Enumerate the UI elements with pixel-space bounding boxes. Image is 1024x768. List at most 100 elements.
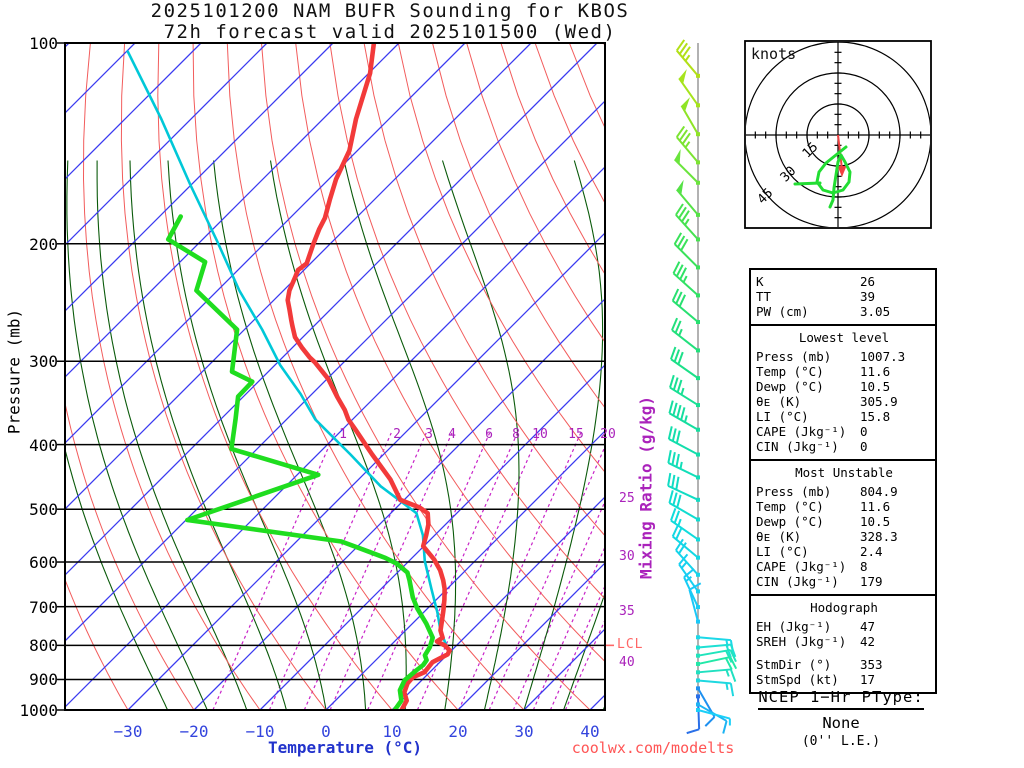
plot-frame (64, 42, 606, 711)
mixing-ratio-labels: 1 2 3 4 6 8 10 15 20 25 30 35 40 (339, 427, 635, 670)
mixing-ratio-label: 2 (393, 427, 401, 442)
wind-barb (675, 39, 700, 78)
table-row-label: K (756, 274, 764, 289)
table-row: StmSpd (kt) 17 (756, 672, 932, 687)
table-row-label: LI (°C) (756, 409, 809, 424)
table-row-value: 10.5 (860, 514, 891, 529)
wind-barb (676, 179, 700, 217)
table-row: Press (mb) 804.9 (756, 484, 932, 499)
table-row-label: Dewp (°C) (756, 379, 824, 394)
table-row: CIN (Jkg⁻¹) 179 (756, 574, 932, 589)
table-row-label: Press (mb) (756, 484, 832, 499)
table-row-value: 11.6 (860, 499, 891, 514)
pressure-tick-label: 900 (29, 670, 58, 690)
table-row: θᴇ (K) 328.3 (756, 529, 932, 544)
dry-adiabats (65, 43, 605, 710)
wind-barb (667, 472, 700, 502)
wind-barb (696, 678, 735, 697)
table-row-label: EH (Jkg⁻¹) (756, 619, 832, 634)
table-row: PW (cm) 3.05 (756, 304, 932, 319)
table-row-value: 0 (860, 424, 868, 439)
mixing-ratio-label: 6 (485, 427, 493, 442)
table-row: LI (°C) 2.4 (756, 544, 932, 559)
wind-barb (675, 538, 700, 577)
table-row: Dewp (°C) 10.5 (756, 379, 932, 394)
table-row: CAPE (Jkg⁻¹) 0 (756, 424, 932, 439)
table-section: K 26 TT 39 PW (cm) 3.05 (751, 270, 935, 324)
wind-barb (696, 708, 731, 726)
wind-barb (667, 449, 700, 480)
table-section: Lowest level Press (mb) 1007.3 Temp (°C) 11.… (751, 324, 935, 459)
ptype-block: NCEP 1−Hr PType: None (0'' L.E.) (744, 688, 938, 749)
wind-barb (671, 524, 700, 560)
temperature-axis-label: Temperature (°C) (267, 738, 423, 757)
mixing-ratio-label: 25 (619, 491, 635, 506)
table-section: Hodograph EH (Jkg⁻¹) 47 SREH (Jkg⁻¹) 42 StmDi… (751, 594, 935, 692)
table-row-value: 11.6 (860, 364, 891, 379)
table-row-label: LI (°C) (756, 544, 809, 559)
pressure-tick-label: 400 (29, 435, 58, 455)
table-row-value: 10.5 (860, 379, 891, 394)
table-row-value: 15.8 (860, 409, 891, 424)
pressure-tick-label: 100 (29, 34, 58, 53)
table-row-label: PW (cm) (756, 304, 809, 319)
table-row: TT 39 (756, 289, 932, 304)
table-row-label: Press (mb) (756, 349, 832, 364)
table-row-value: 17 (860, 672, 876, 687)
temperature-tick-label: 30 (514, 722, 534, 741)
table-row-value: 804.9 (860, 484, 898, 499)
wind-barb (696, 656, 738, 671)
table-row: SREH (Jkg⁻¹) 42 (756, 634, 932, 649)
temperature-tick-label: 10 (382, 722, 402, 741)
ptype-title: NCEP 1−Hr PType: (758, 688, 924, 710)
moist-adiabats (65, 160, 605, 710)
table-row: CIN (Jkg⁻¹) 0 (756, 439, 932, 454)
wind-barb-column (667, 39, 738, 735)
title-line2: 72h forecast valid 2025101500 (Wed) (163, 21, 617, 43)
table-row-label: Temp (°C) (756, 364, 824, 379)
pressure-tick-label: 200 (29, 234, 58, 254)
wind-barb (672, 261, 700, 298)
ptype-value: None (822, 714, 860, 732)
table-row: LI (°C) 15.8 (756, 409, 932, 424)
mixing-ratio-label: 20 (600, 427, 616, 442)
ptype-note: (0'' L.E.) (801, 734, 881, 749)
table-row: EH (Jkg⁻¹) 47 (756, 619, 932, 634)
wind-barb (675, 125, 700, 165)
table-row-label: Temp (°C) (756, 499, 824, 514)
temperature-tick-label: 0 (321, 722, 331, 741)
wind-barb (696, 668, 737, 682)
table-row-label: θᴇ (K) (756, 394, 802, 409)
table-row: Temp (°C) 11.6 (756, 364, 932, 379)
temperature-tick-label: −30 (113, 722, 143, 741)
wind-barb (696, 702, 728, 734)
temperature-tick-label: −10 (245, 722, 275, 741)
table-row-label: StmDir (°) (756, 657, 832, 672)
lcl-label: LCL (617, 637, 644, 653)
wind-barb (688, 582, 702, 624)
table-row-value: 179 (860, 574, 883, 589)
table-row-value: 1007.3 (860, 349, 906, 364)
stats-table: K 26 TT 39 PW (cm) 3.05 Lowest level Press (mb)… (749, 268, 937, 694)
temperature-trace (285, 43, 452, 710)
table-row-label: θᴇ (K) (756, 529, 802, 544)
mixing-ratio-label: 1 (339, 427, 347, 442)
pressure-tick-label: 800 (29, 636, 58, 656)
table-row-label: StmSpd (kt) (756, 672, 839, 687)
table-row: StmDir (°) 353 (756, 657, 932, 672)
wind-barb (673, 149, 700, 185)
mixing-ratio-axis-label: Mixing Ratio (g/kg) (636, 395, 656, 580)
wind-barb (686, 694, 701, 735)
wind-barb (670, 507, 700, 542)
table-row: K 26 (756, 274, 932, 289)
skewt-plot-area (65, 43, 605, 710)
table-row-value: 42 (860, 634, 876, 649)
mixing-ratio-label: 10 (532, 427, 548, 442)
table-row-value: 328.3 (860, 529, 898, 544)
pressure-tick-label: 300 (29, 352, 58, 372)
table-row: Temp (°C) 11.6 (756, 499, 932, 514)
table-row-value: 26 (860, 274, 876, 289)
table-row: CAPE (Jkg⁻¹) 8 (756, 559, 932, 574)
